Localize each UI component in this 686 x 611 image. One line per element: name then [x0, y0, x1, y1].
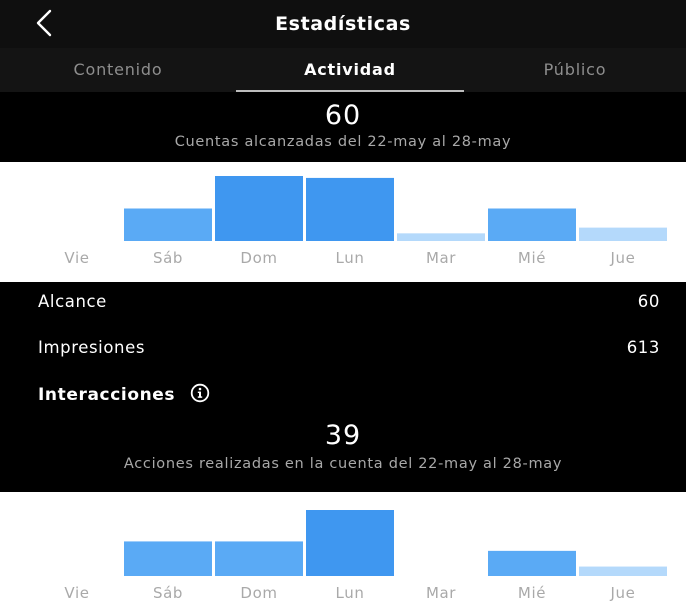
interactions-chart-bar-5	[488, 550, 576, 576]
info-icon[interactable]	[190, 383, 210, 403]
interactions-chart-tick-label-3: Lun	[336, 584, 365, 602]
reach-summary: 60 Cuentas alcanzadas del 22-may al 28-m…	[0, 92, 686, 162]
interactions-chart-bar-6	[579, 566, 667, 576]
top-bar: Estadísticas	[0, 0, 686, 48]
metric-impresiones-value: 613	[626, 338, 660, 357]
metric-impresiones: Impresiones 613	[38, 338, 660, 362]
reach-chart-tick-label-1: Sáb	[153, 249, 183, 267]
interactions-chart-tick-label-2: Dom	[240, 584, 277, 602]
metric-alcance-label: Alcance	[38, 292, 107, 311]
interactions-chart: Vie Sáb Dom Lun Mar Mié Jue	[0, 492, 686, 611]
chevron-left-icon	[36, 9, 52, 37]
reach-chart-tick-label-6: Jue	[610, 249, 636, 267]
interactions-chart-bar-2	[215, 541, 303, 576]
interactions-chart-tick-label-0: Vie	[64, 584, 89, 602]
reach-chart-tick-label-2: Dom	[240, 249, 277, 267]
page-title: Estadísticas	[275, 13, 411, 35]
tab-contenido[interactable]: Contenido	[73, 60, 163, 79]
reach-count: 60	[324, 100, 362, 131]
interactions-chart-svg: Vie Sáb Dom Lun Mar Mié Jue	[64, 510, 667, 602]
metric-alcance-value: 60	[637, 292, 660, 311]
reach-chart-bar-3	[306, 177, 394, 241]
back-button[interactable]	[30, 8, 60, 38]
interactions-chart-bar-1	[124, 541, 212, 576]
interactions-chart-tick-label-4: Mar	[426, 584, 456, 602]
reach-chart-svg: Vie Sáb Dom Lun Mar Mié Jue	[64, 176, 667, 267]
reach-chart-tick-label-3: Lun	[336, 249, 365, 267]
tab-bar: Contenido Actividad Público	[0, 48, 686, 92]
interactions-heading: Interacciones	[38, 383, 210, 405]
reach-chart-bar-2	[215, 176, 303, 241]
reach-chart-bar-1	[124, 208, 212, 241]
interactions-chart-bar-3	[306, 510, 394, 576]
interactions-caption: Acciones realizadas en la cuenta del 22-…	[123, 456, 563, 472]
reach-chart-bar-4	[397, 233, 485, 241]
interactions-summary: 39 Acciones realizadas en la cuenta del …	[0, 420, 686, 492]
metric-impresiones-label: Impresiones	[38, 338, 146, 357]
reach-caption: Cuentas alcanzadas del 22-may al 28-may	[174, 134, 512, 150]
tab-publico[interactable]: Público	[543, 60, 607, 79]
reach-chart-tick-label-4: Mar	[426, 249, 456, 267]
interactions-count: 39	[324, 420, 362, 451]
reach-chart: Vie Sáb Dom Lun Mar Mié Jue	[0, 162, 686, 282]
metrics-panel: Alcance 60 Impresiones 613 Interacciones	[0, 282, 686, 420]
metric-alcance: Alcance 60	[38, 292, 660, 316]
interactions-chart-tick-label-5: Mié	[518, 584, 546, 602]
interactions-chart-tick-label-1: Sáb	[153, 584, 183, 602]
reach-chart-tick-label-0: Vie	[64, 249, 89, 267]
reach-chart-bar-5	[488, 208, 576, 241]
reach-chart-tick-label-5: Mié	[518, 249, 546, 267]
interactions-title: Interacciones	[38, 385, 176, 405]
reach-chart-bar-6	[579, 227, 667, 241]
tab-actividad[interactable]: Actividad	[304, 60, 396, 79]
active-tab-indicator	[236, 90, 464, 92]
interactions-chart-tick-label-6: Jue	[610, 584, 636, 602]
